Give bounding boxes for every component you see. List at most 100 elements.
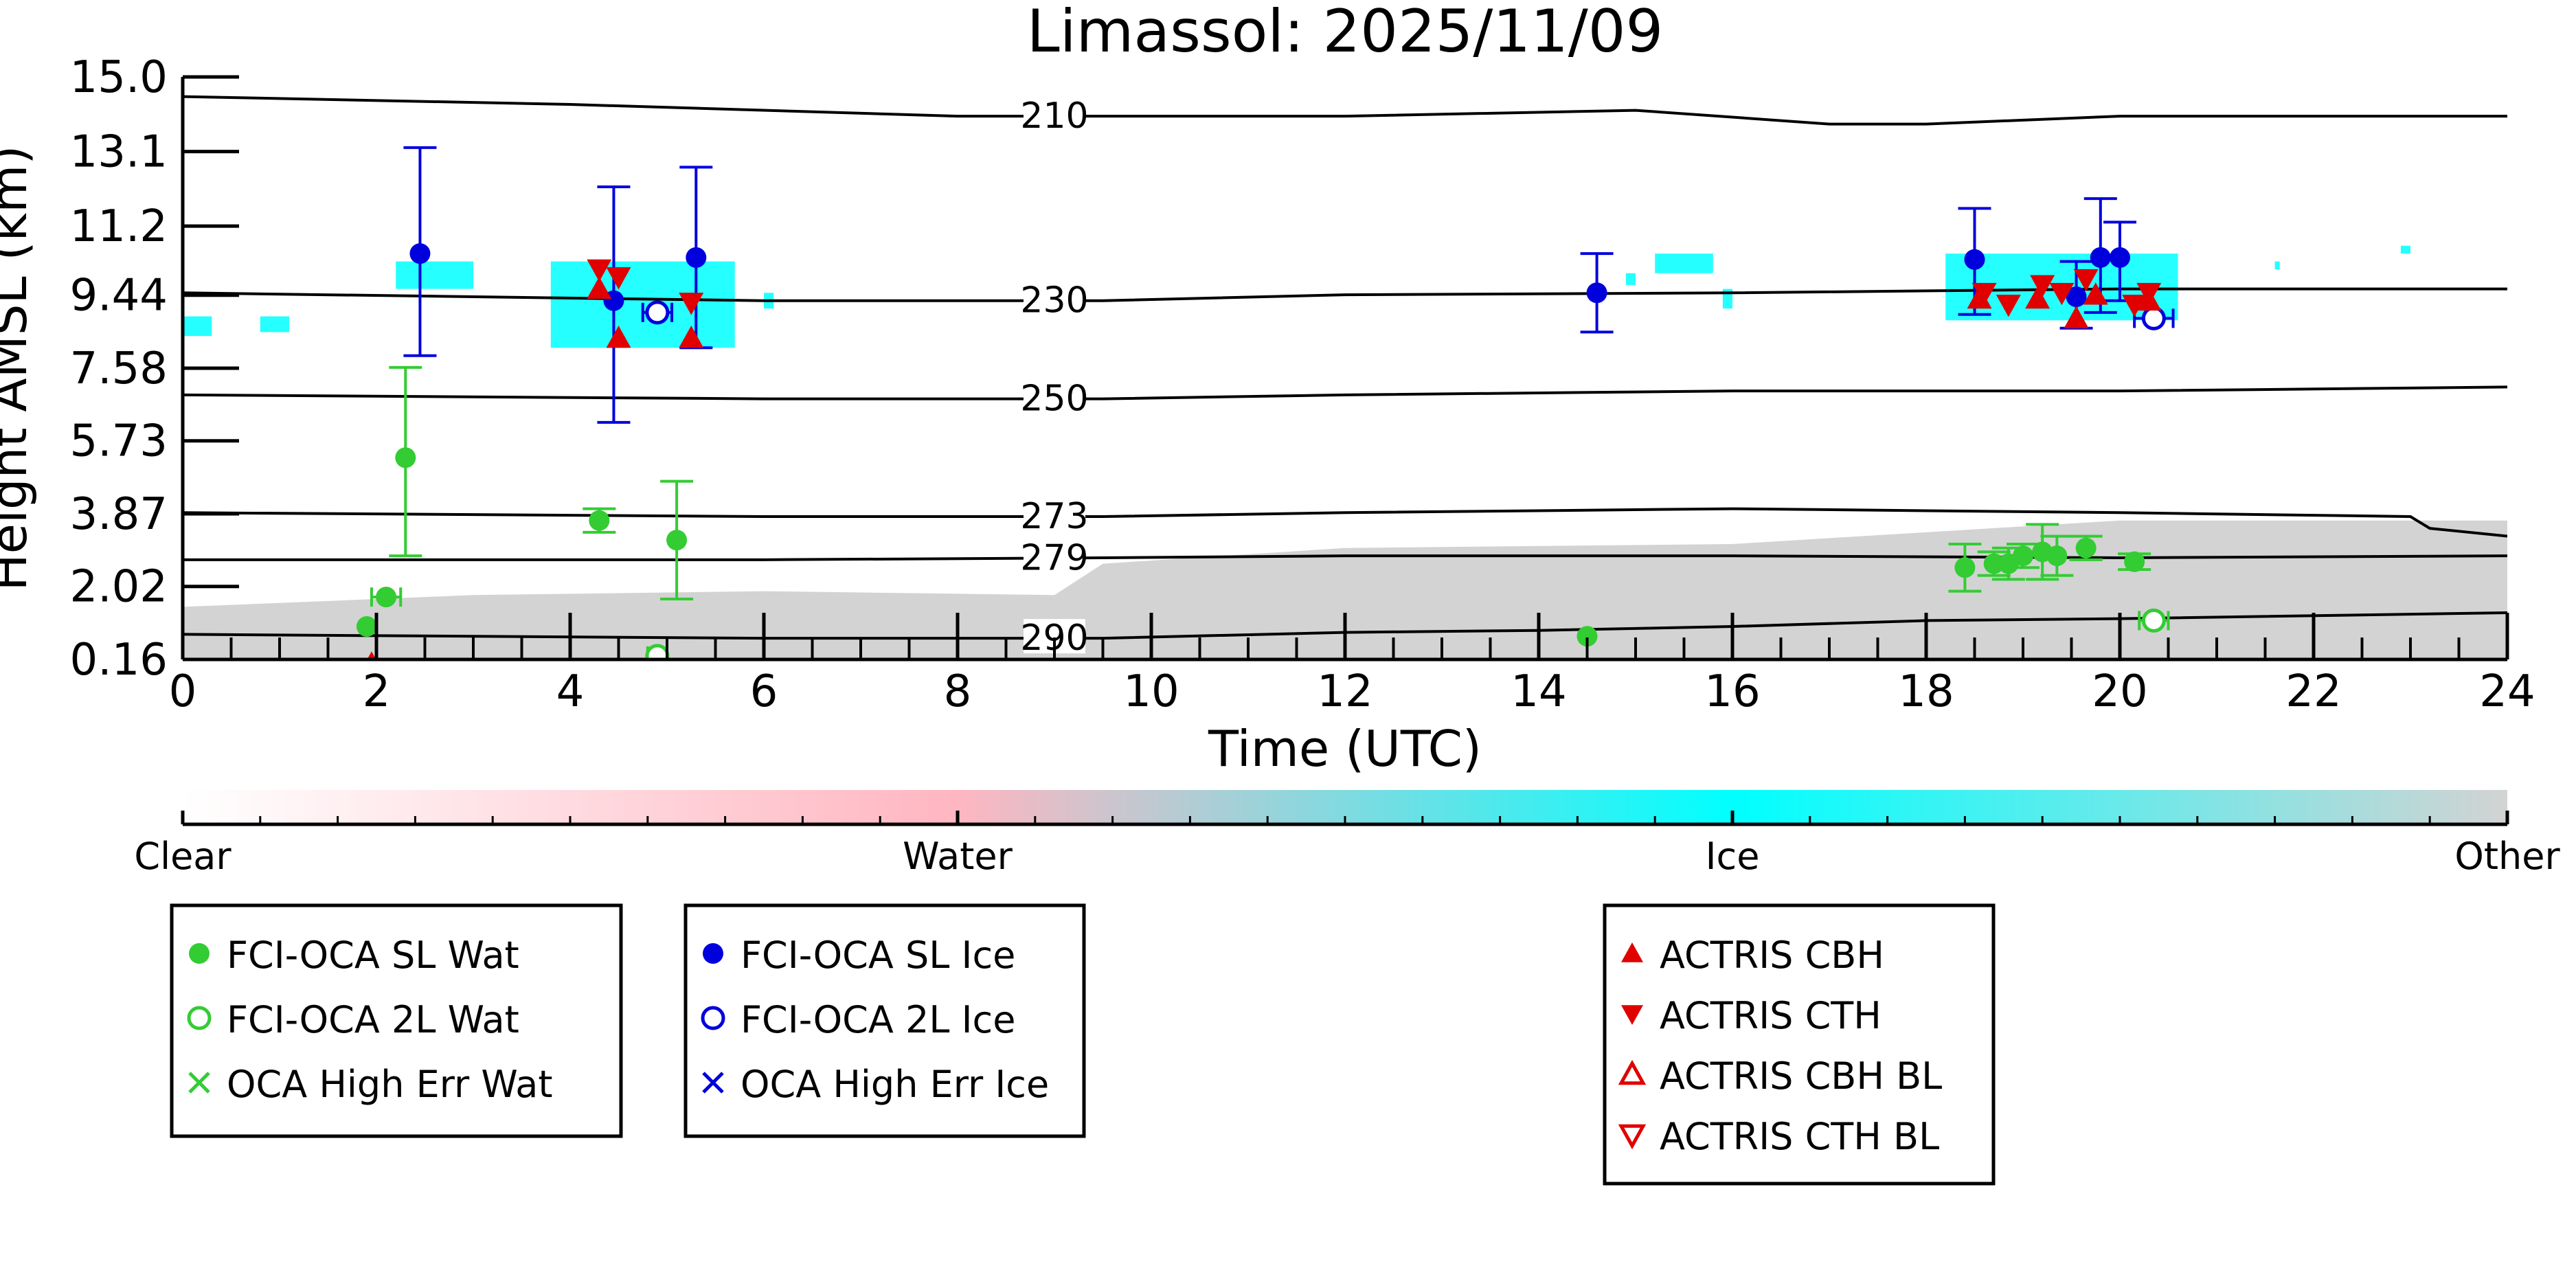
contour-210: [183, 95, 2507, 126]
x-tick-label: 20: [2092, 666, 2147, 717]
chart-title: Limassol: 2025/11/09: [1027, 0, 1663, 66]
axes: 0 2 4 6 8 10 12 14 16 18 20 22 240.162.023.875.737.5…: [70, 52, 2535, 717]
legend-marker-oca-high-err-wat: [188, 1072, 210, 1094]
fci-oca-sl-wat-point: [1954, 557, 1976, 578]
actris-cth-point: [679, 293, 704, 315]
plot-area: [183, 95, 2507, 659]
fci-oca-sl-wat-point: [395, 447, 416, 468]
actris-cbh-point: [679, 326, 704, 348]
x-stroke: [188, 1072, 210, 1094]
colorbar-label-ice: Ice: [1706, 835, 1760, 878]
x-axis-label: Time (UTC): [1208, 720, 1482, 778]
x-tick-label: 10: [1123, 666, 1179, 717]
legend-label-actris-cth-bl: ACTRIS CTH BL: [1660, 1115, 1939, 1158]
actris-cbh-point: [1967, 286, 1992, 309]
colorbar-ticks: Clear Water Ice Other: [134, 811, 2560, 878]
y-tick-label: 13.1: [70, 127, 168, 178]
data-points: [356, 146, 2175, 659]
legend-box-1: FCI-OCA SL Wat FCI-OCA 2L Wat OCA High Err…: [170, 903, 623, 1138]
legend-marker-oca-high-err-ice: [702, 1072, 724, 1094]
contour-label-bg: [1024, 97, 1085, 132]
contour-label-210: 210: [1020, 95, 1088, 137]
actris-cbh-point: [2064, 306, 2089, 328]
y-tick-label: 15.0: [70, 52, 168, 103]
region-ice-patch: [2274, 261, 2280, 269]
legend-marker-fci-oca-2l-wat: [187, 1006, 212, 1030]
fci-oca-sl-wat-point: [666, 530, 688, 551]
actris-cth-point: [606, 267, 631, 290]
actris-cbh-point: [606, 326, 631, 348]
contour-label-230: 230: [1020, 280, 1088, 321]
contour-label-bg: [1024, 379, 1085, 414]
fci-oca-2l-wat-point: [2141, 608, 2166, 633]
actris-cth-point: [2122, 295, 2147, 317]
legend-marker-actris-cbh: [1621, 942, 1643, 962]
contour-label-250: 250: [1020, 379, 1088, 420]
y-tick-label: 7.58: [70, 343, 168, 394]
x-tick-label: 18: [1898, 666, 1954, 717]
legend-label-fci-oca-2l-wat: FCI-OCA 2L Wat: [227, 998, 519, 1041]
actris-cbh-point: [2025, 286, 2050, 309]
x-tick-label: 8: [944, 666, 972, 717]
legends: FCI-OCA SL Wat FCI-OCA 2L Wat OCA High Err…: [170, 903, 1996, 1186]
fci-oca-sl-wat-point: [376, 587, 397, 608]
fci-oca-sl-wat-point: [2013, 545, 2033, 567]
fci-oca-sl-ice-point: [2066, 286, 2087, 307]
legend-label-actris-cbh: ACTRIS CBH: [1660, 934, 1884, 977]
colorbar-label-water: Water: [903, 835, 1013, 878]
actris-cth-point: [1971, 282, 1997, 306]
actris-cth-point: [2136, 282, 2162, 306]
region-ice-patch: [1625, 273, 1636, 285]
y-tick-label: 5.73: [70, 416, 168, 467]
legend-marker-actris-cth-bl: [1618, 1124, 1647, 1150]
contour-label-279: 279: [1020, 537, 1088, 578]
actris-cth-point: [2073, 269, 2099, 292]
fci-oca-sl-wat-point: [589, 510, 610, 531]
fci-oca-sl-ice-point: [1964, 249, 1985, 270]
fci-oca-sl-ice-point: [1586, 282, 1607, 304]
fci-oca-sl-ice-point: [2090, 247, 2111, 268]
fci-oca-2l-wat-point: [645, 644, 670, 659]
y-tick-label: 3.87: [70, 489, 168, 540]
fci-oca-sl-wat-point: [1577, 626, 1598, 647]
contour-label-273: 273: [1020, 496, 1088, 537]
legend-label-actris-cth: ACTRIS CTH: [1660, 994, 1882, 1037]
actris-cbh-point: [2083, 282, 2108, 305]
contour-250: [183, 385, 2507, 400]
actris-cth-point: [2049, 282, 2075, 306]
fci-oca-sl-wat-point: [1983, 553, 2004, 574]
contour-label-bg: [1024, 539, 1085, 574]
legend-marker-fci-oca-2l-ice: [701, 1006, 725, 1030]
region-ice-patch: [2400, 245, 2410, 254]
fci-oca-2l-ice-point: [2141, 306, 2166, 330]
fci-oca-sl-wat-point: [356, 616, 377, 637]
legend-marker-actris-cbh-bl: [1618, 1059, 1647, 1085]
x-tick-label: 24: [2479, 666, 2535, 717]
region-ice-patch: [260, 316, 290, 332]
actris-cbh-point: [367, 651, 376, 659]
x-tick-label: 16: [1704, 666, 1760, 717]
contour-273: [183, 507, 2507, 538]
region-ice-patch: [1655, 253, 1713, 273]
x-tick-label: 4: [556, 666, 585, 717]
fci-oca-sl-wat-point: [2075, 537, 2097, 558]
x-tick-label: 12: [1317, 666, 1372, 717]
actris-cth-point: [587, 259, 612, 282]
x-tick-label: 22: [2285, 666, 2341, 717]
fci-oca-sl-ice-point: [409, 243, 431, 264]
legend-box-3: ACTRIS CBH ACTRIS CTH ACTRIS CBH BL ACTRIS …: [1603, 903, 1996, 1186]
y-tick-label: 11.2: [70, 201, 168, 252]
actris-cbh-point: [587, 276, 612, 299]
temperature-contours: [183, 95, 2507, 640]
y-tick-label: 0.16: [70, 635, 168, 686]
legend-frame: [170, 903, 623, 1138]
x-tick-label: 2: [363, 666, 391, 717]
legend-label-actris-cbh-bl: ACTRIS CBH BL: [1660, 1054, 1942, 1098]
legend-label-fci-oca-sl-wat: FCI-OCA SL Wat: [227, 934, 519, 977]
legend-marker-fci-oca-sl-wat: [189, 943, 210, 964]
legend-box-2: FCI-OCA SL Ice FCI-OCA 2L Ice OCA High Err…: [683, 903, 1086, 1138]
x-stroke: [702, 1072, 724, 1094]
colorbar: Clear Water Ice Other: [134, 790, 2560, 878]
